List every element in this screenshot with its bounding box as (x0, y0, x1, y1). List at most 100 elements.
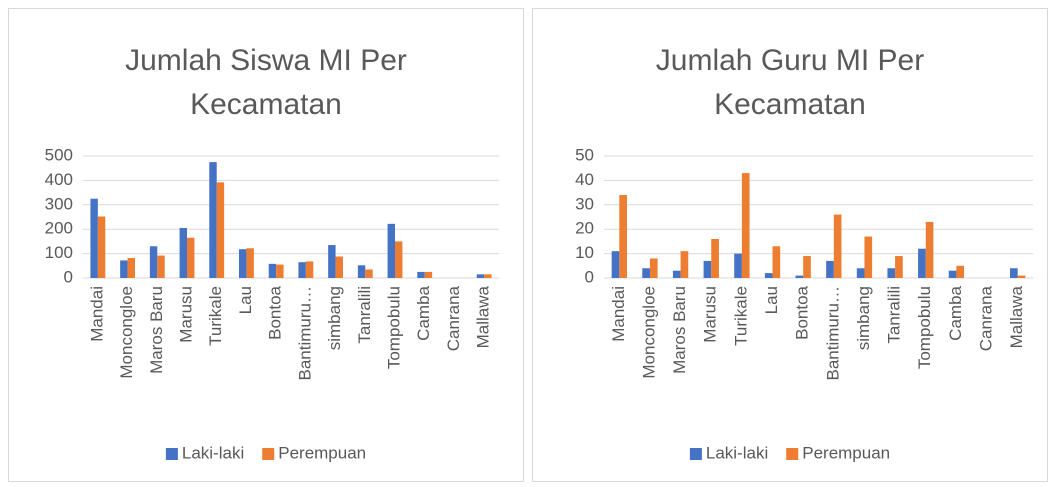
chart: 0 100 200 300 400 500 Mandai Moncongloe Maros Ba… (45, 145, 499, 462)
bar (127, 257, 135, 278)
x-tick-label: Mandai (609, 286, 628, 342)
x-tick-label: Moncongloe (117, 286, 136, 379)
bar (365, 269, 373, 278)
legend-label: Perempuan (278, 443, 366, 462)
bar (1010, 268, 1018, 278)
y-tick-label: 100 (45, 243, 73, 262)
x-tick-label: Camba (414, 285, 433, 340)
bar (887, 268, 896, 278)
y-tick-label: 0 (64, 267, 73, 286)
bar (672, 270, 681, 278)
x-tick-label: Canrana (444, 285, 463, 351)
bar (246, 248, 254, 278)
bar (268, 263, 277, 278)
bar (387, 223, 395, 278)
bar (357, 265, 366, 278)
bar (833, 214, 842, 278)
x-tick-label: Canrana (977, 285, 996, 351)
y-tick-label: 40 (575, 170, 594, 189)
bar (305, 261, 314, 278)
x-tick-label: Mallawa (1007, 285, 1026, 348)
x-tick-label: Camba (946, 285, 965, 340)
x-tick-label: Tompobulu (915, 286, 934, 369)
y-tick-label: 50 (575, 145, 594, 164)
bar (216, 182, 225, 278)
chart: 0 10 20 30 40 50 Mandai Moncongloe Maros Baru Mar… (575, 145, 1033, 462)
bar (179, 227, 187, 278)
bar (395, 241, 403, 278)
bar (642, 268, 650, 278)
bar (703, 260, 712, 278)
y-tick-label: 400 (45, 170, 73, 189)
x-tick-label: Lau (762, 286, 781, 314)
bar (90, 198, 98, 278)
y-tick-label: 300 (45, 194, 73, 213)
bar (856, 268, 865, 278)
bar (764, 273, 773, 278)
bar (97, 216, 106, 278)
legend-swatch (689, 448, 702, 460)
bar (239, 249, 247, 278)
x-tick-label: Maros Baru (147, 286, 166, 374)
bar (157, 255, 165, 278)
bar (417, 271, 425, 278)
chart-title: Jumlah Siswa MI Per Kecamatan (125, 44, 407, 121)
legend-swatch (786, 448, 799, 460)
legend-swatch (165, 448, 178, 460)
bar (711, 238, 719, 278)
legend-label: Laki-laki (706, 443, 768, 462)
bar (276, 264, 284, 278)
x-tick-label: Moncongloe (639, 286, 658, 379)
bar (680, 251, 689, 278)
y-tick-label: 30 (575, 194, 594, 213)
y-tick-label: 20 (575, 219, 594, 238)
x-tick-label: Lau (236, 286, 255, 314)
y-tick-label: 200 (45, 219, 73, 238)
bar (864, 236, 873, 278)
x-tick-label: Bontoa (793, 285, 812, 339)
bar (948, 270, 957, 278)
x-tick-label: Tompobulu (384, 286, 403, 369)
bar (611, 251, 620, 278)
x-tick-label: Tanralili (355, 286, 374, 344)
legend-label: Perempuan (802, 443, 890, 462)
bar (795, 275, 804, 278)
bar (328, 245, 336, 278)
x-tick-label: Maros Baru (670, 286, 689, 374)
x-tick-label: simbang (325, 286, 344, 350)
bar (826, 260, 834, 278)
bar (424, 271, 433, 278)
bar (925, 221, 934, 278)
y-tick-label: 500 (45, 145, 73, 164)
bar (619, 195, 627, 278)
y-tick-label: 0 (585, 267, 594, 286)
bar (772, 246, 781, 278)
bar (956, 265, 965, 278)
x-tick-label: Marusu (701, 286, 720, 343)
bar (476, 274, 485, 278)
x-tick-label: Turikale (206, 286, 225, 346)
bar (918, 248, 926, 278)
bar (803, 256, 811, 278)
y-tick-label: 10 (575, 243, 594, 262)
bar (484, 274, 492, 278)
legend-label: Laki-laki (182, 443, 244, 462)
x-tick-label: Mandai (87, 286, 106, 342)
bar (741, 173, 750, 278)
x-tick-label: Bontoa (266, 285, 285, 339)
bar (335, 256, 343, 278)
x-tick-label: Bantimuru… (295, 286, 314, 380)
x-tick-label: Marusu (176, 286, 195, 343)
bar (895, 256, 903, 278)
x-tick-label: Tanralili (885, 286, 904, 344)
legend-swatch (262, 448, 275, 460)
chart-panel: Jumlah Siswa MI Per Kecamatan 0 100 200 300… (8, 8, 524, 482)
bar (149, 246, 158, 278)
bar (734, 253, 742, 278)
x-tick-label: Bantimuru… (823, 286, 842, 380)
chart-title: Jumlah Guru MI Per Kecamatan (655, 44, 925, 121)
x-tick-label: simbang (854, 286, 873, 350)
bar (1017, 275, 1026, 278)
bar (209, 162, 217, 278)
